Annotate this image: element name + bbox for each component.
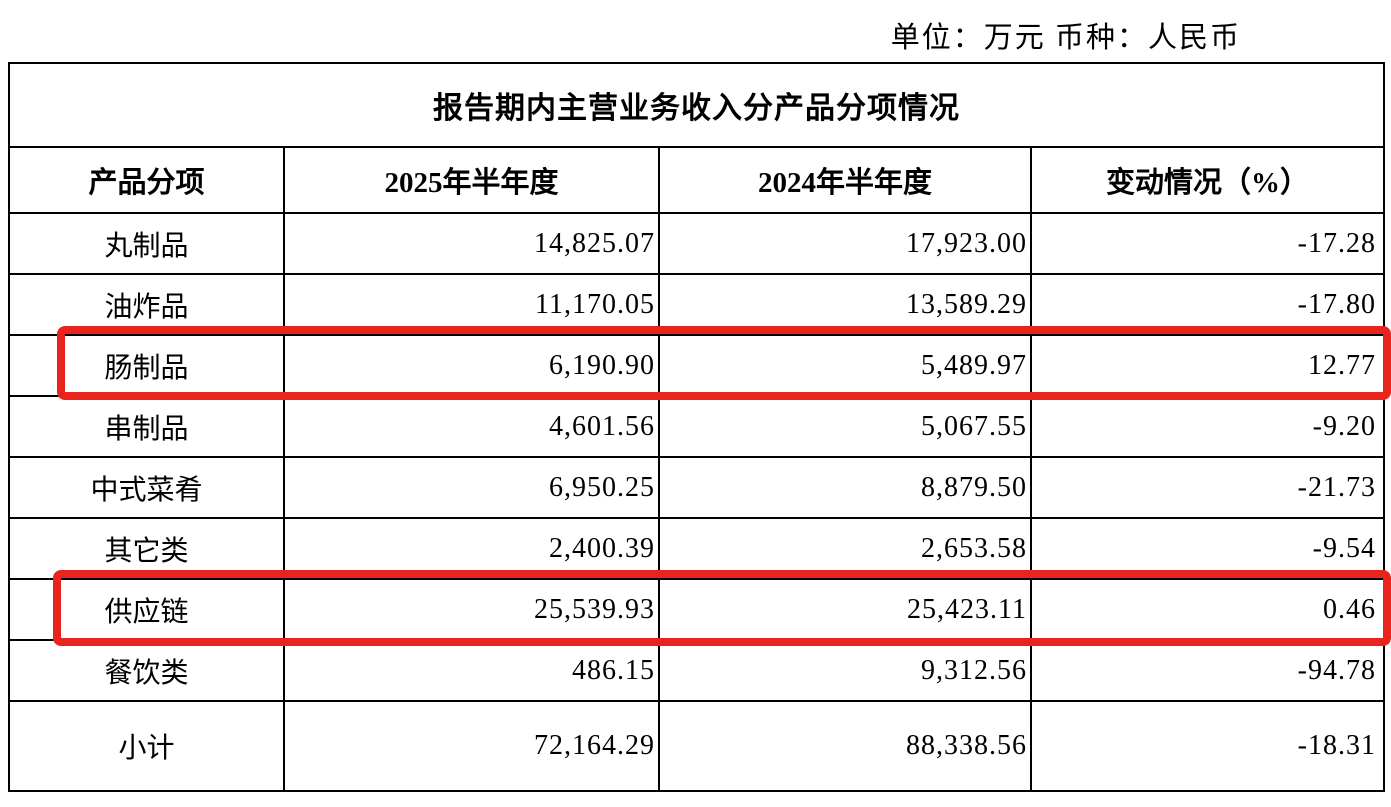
- value-2025-cell: 4,601.56: [283, 395, 660, 458]
- value-2025-cell: 2,400.39: [283, 517, 660, 580]
- product-name-cell: 中式菜肴: [8, 456, 285, 519]
- table-title: 报告期内主营业务收入分产品分项情况: [8, 62, 1385, 148]
- table-row: 串制品 4,601.56 5,067.55 -9.20: [8, 395, 1385, 458]
- table-header-row: 产品分项 2025年半年度 2024年半年度 变动情况（%）: [8, 146, 1385, 214]
- table-row: 小计 72,164.29 88,338.56 -18.31: [8, 700, 1385, 792]
- value-2025-cell: 72,164.29: [283, 700, 660, 792]
- change-pct-cell: 0.46: [1030, 578, 1385, 641]
- product-name-cell: 其它类: [8, 517, 285, 580]
- col-header-2025-half: 2025年半年度: [283, 146, 660, 214]
- col-header-2024-half: 2024年半年度: [658, 146, 1032, 214]
- change-pct-cell: -17.28: [1030, 212, 1385, 275]
- table-row: 丸制品 14,825.07 17,923.00 -17.28: [8, 212, 1385, 275]
- value-2025-cell: 486.15: [283, 639, 660, 702]
- product-name-cell: 串制品: [8, 395, 285, 458]
- value-2025-cell: 14,825.07: [283, 212, 660, 275]
- table-row: 中式菜肴 6,950.25 8,879.50 -21.73: [8, 456, 1385, 519]
- value-2024-cell: 88,338.56: [658, 700, 1032, 792]
- table-body: 丸制品 14,825.07 17,923.00 -17.28 油炸品 11,170.05 1…: [8, 212, 1385, 792]
- change-pct-cell: -17.80: [1030, 273, 1385, 336]
- product-name-cell: 油炸品: [8, 273, 285, 336]
- value-2024-cell: 2,653.58: [658, 517, 1032, 580]
- value-2025-cell: 25,539.93: [283, 578, 660, 641]
- revenue-by-product-table: 报告期内主营业务收入分产品分项情况 产品分项 2025年半年度 2024年半年度…: [8, 62, 1385, 792]
- change-pct-cell: -9.20: [1030, 395, 1385, 458]
- product-name-cell: 肠制品: [8, 334, 285, 397]
- col-header-product-item: 产品分项: [8, 146, 285, 214]
- value-2025-cell: 6,190.90: [283, 334, 660, 397]
- product-name-cell: 丸制品: [8, 212, 285, 275]
- value-2024-cell: 5,067.55: [658, 395, 1032, 458]
- table-row: 供应链 25,539.93 25,423.11 0.46: [8, 578, 1385, 641]
- value-2024-cell: 9,312.56: [658, 639, 1032, 702]
- change-pct-cell: -9.54: [1030, 517, 1385, 580]
- change-pct-cell: -18.31: [1030, 700, 1385, 792]
- change-pct-cell: -21.73: [1030, 456, 1385, 519]
- change-pct-cell: 12.77: [1030, 334, 1385, 397]
- value-2024-cell: 8,879.50: [658, 456, 1032, 519]
- value-2025-cell: 11,170.05: [283, 273, 660, 336]
- table-title-row: 报告期内主营业务收入分产品分项情况: [8, 62, 1385, 148]
- value-2024-cell: 13,589.29: [658, 273, 1032, 336]
- product-name-cell: 餐饮类: [8, 639, 285, 702]
- product-name-cell: 小计: [8, 700, 285, 792]
- product-name-cell: 供应链: [8, 578, 285, 641]
- table-row: 肠制品 6,190.90 5,489.97 12.77: [8, 334, 1385, 397]
- table-row: 油炸品 11,170.05 13,589.29 -17.80: [8, 273, 1385, 336]
- value-2024-cell: 17,923.00: [658, 212, 1032, 275]
- table-row: 餐饮类 486.15 9,312.56 -94.78: [8, 639, 1385, 702]
- unit-currency-note: 单位：万元 币种：人民币: [890, 22, 1241, 54]
- change-pct-cell: -94.78: [1030, 639, 1385, 702]
- value-2025-cell: 6,950.25: [283, 456, 660, 519]
- col-header-change-pct: 变动情况（%）: [1030, 146, 1385, 214]
- value-2024-cell: 25,423.11: [658, 578, 1032, 641]
- table-row: 其它类 2,400.39 2,653.58 -9.54: [8, 517, 1385, 580]
- value-2024-cell: 5,489.97: [658, 334, 1032, 397]
